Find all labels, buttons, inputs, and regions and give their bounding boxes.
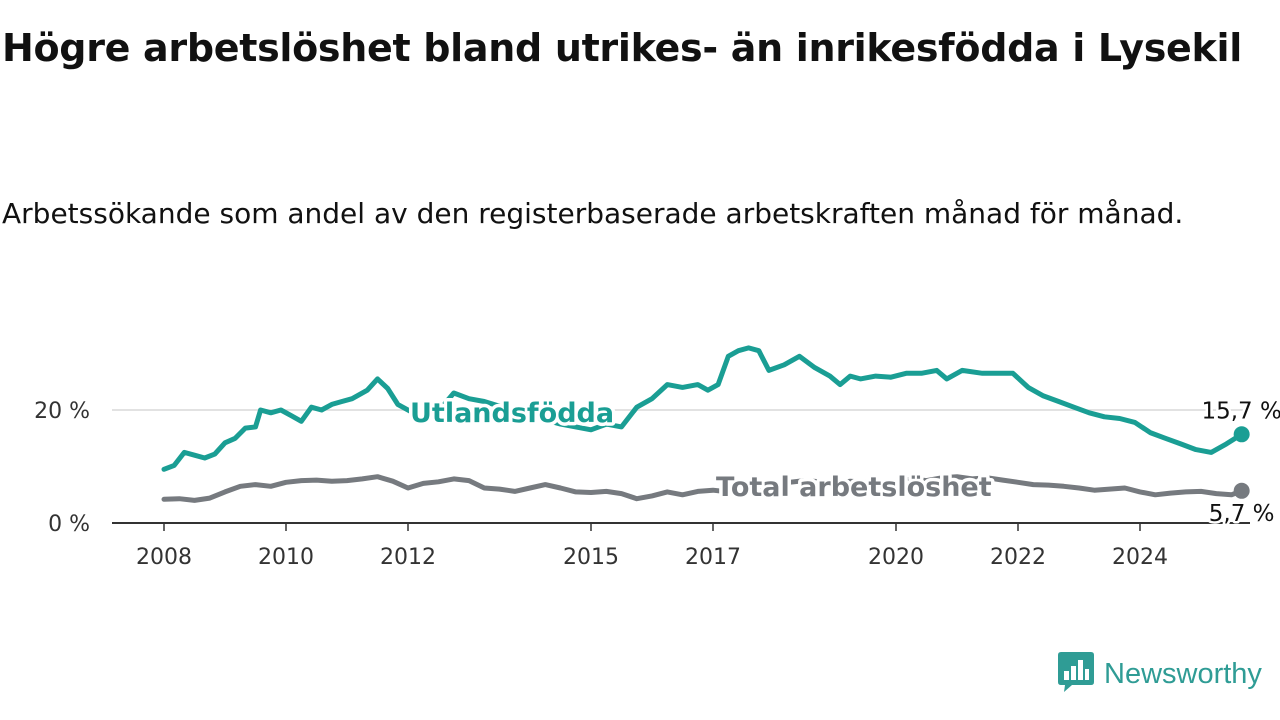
x-tick-label: 2024 xyxy=(1112,545,1168,570)
chart-title: Högre arbetslöshet bland utrikes- än inr… xyxy=(2,26,1242,70)
x-tick-label: 2022 xyxy=(990,545,1046,570)
series-end-point xyxy=(1233,426,1250,443)
chart-subtitle: Arbetssökande som andel av den registerb… xyxy=(2,197,1184,230)
x-axis-ticks: 2008 2010 2012 2015 2017 2020 2022 2024 xyxy=(136,523,1168,570)
x-tick-label: 2008 xyxy=(136,545,192,570)
series-labels: Utlandsfödda 15,7 % Total arbetslöshet 5,7 … xyxy=(407,395,1280,530)
series-name-label: Utlandsfödda xyxy=(410,398,614,429)
newsworthy-logo-icon xyxy=(1058,652,1094,696)
series-line-0 xyxy=(161,345,1245,472)
newsworthy-brand: Newsworthy xyxy=(1058,652,1262,696)
y-tick-label: 0 % xyxy=(48,512,90,537)
series-end-value: 5,7 % xyxy=(1209,501,1275,527)
series-name-label: Total arbetslöshet xyxy=(716,472,992,503)
series-end-value: 15,7 % xyxy=(1201,398,1280,424)
y-axis-ticks: 0 % 20 % xyxy=(34,399,90,537)
x-tick-label: 2012 xyxy=(380,545,436,570)
series-end-point xyxy=(1233,482,1250,499)
brand-name: Newsworthy xyxy=(1104,657,1262,690)
x-tick-label: 2010 xyxy=(258,545,314,570)
x-tick-label: 2020 xyxy=(868,545,924,570)
x-tick-label: 2017 xyxy=(685,545,741,570)
series-line-1 xyxy=(161,474,1245,503)
y-tick-label: 20 % xyxy=(34,399,90,424)
x-tick-label: 2015 xyxy=(563,545,619,570)
series-lines xyxy=(161,345,1250,503)
